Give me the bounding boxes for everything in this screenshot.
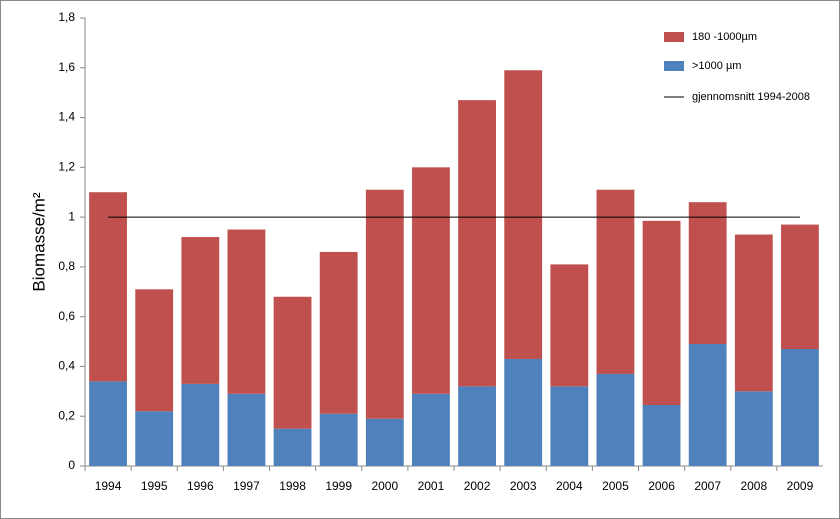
bar-segment [688, 344, 727, 466]
bar-segment [781, 224, 819, 350]
bar-segment [181, 237, 220, 384]
bar-segment [319, 413, 358, 466]
bar-segment [596, 189, 635, 374]
x-tick-label: 1998 [279, 479, 306, 493]
legend-label: 180 -1000µm [692, 31, 757, 43]
bar-segment [319, 251, 358, 414]
bar-segment [227, 229, 266, 394]
bar-segment [734, 391, 773, 466]
bar-segment [596, 373, 635, 466]
y-tick-label: 0,4 [58, 359, 75, 373]
bar-segment [458, 386, 496, 466]
bar-segment [642, 220, 681, 406]
y-tick-label: 1,6 [58, 60, 75, 74]
y-tick-label: 1,2 [58, 160, 75, 174]
x-tick-label: 1999 [325, 479, 352, 493]
bar-segment [781, 349, 819, 466]
bar-segment [412, 167, 450, 394]
y-tick-label: 1,8 [58, 10, 75, 24]
bar-segment [734, 234, 773, 392]
x-tick-label: 1996 [187, 479, 214, 493]
x-tick-label: 1994 [95, 479, 122, 493]
x-tick-label: 2009 [787, 479, 814, 493]
x-tick-label: 1995 [141, 479, 168, 493]
y-tick-label: 1,4 [58, 110, 75, 124]
bar-segment [504, 70, 543, 359]
bar-segment [550, 264, 589, 387]
legend-swatch [664, 32, 684, 42]
legend-swatch [664, 61, 684, 71]
bar-segment [688, 202, 727, 345]
y-tick-label: 0,8 [58, 259, 75, 273]
bar-segment [135, 411, 174, 466]
bar-segment [135, 289, 174, 412]
x-tick-label: 2001 [418, 479, 445, 493]
x-tick-label: 2006 [648, 479, 675, 493]
y-tick-label: 1 [68, 209, 75, 223]
x-tick-label: 2007 [694, 479, 721, 493]
bar-segment [273, 296, 312, 429]
x-tick-label: 1997 [233, 479, 260, 493]
y-tick-label: 0,6 [58, 309, 75, 323]
x-tick-label: 2003 [510, 479, 537, 493]
x-tick-label: 2000 [371, 479, 398, 493]
y-axis-label: Biomasse/m² [29, 192, 48, 292]
x-tick-label: 2005 [602, 479, 629, 493]
bar-segment [273, 428, 312, 466]
bar-segment [642, 405, 681, 466]
x-tick-label: 2008 [740, 479, 767, 493]
bar-segment [365, 418, 404, 466]
legend-label: >1000 µm [692, 60, 741, 72]
y-tick-label: 0 [68, 458, 75, 472]
bar-segment [504, 358, 543, 466]
bar-segment [89, 381, 127, 466]
bar-segment [365, 189, 404, 419]
legend-label: gjennomsnitt 1994-2008 [692, 91, 810, 103]
bar-segment [412, 393, 450, 466]
bar-segment [181, 383, 220, 466]
x-tick-label: 2004 [556, 479, 583, 493]
bar-segment [89, 192, 127, 382]
y-tick-label: 0,2 [58, 408, 75, 422]
bar-segment [458, 100, 496, 387]
bar-segment [550, 386, 589, 466]
bar-segment [227, 393, 266, 466]
x-tick-label: 2002 [464, 479, 491, 493]
